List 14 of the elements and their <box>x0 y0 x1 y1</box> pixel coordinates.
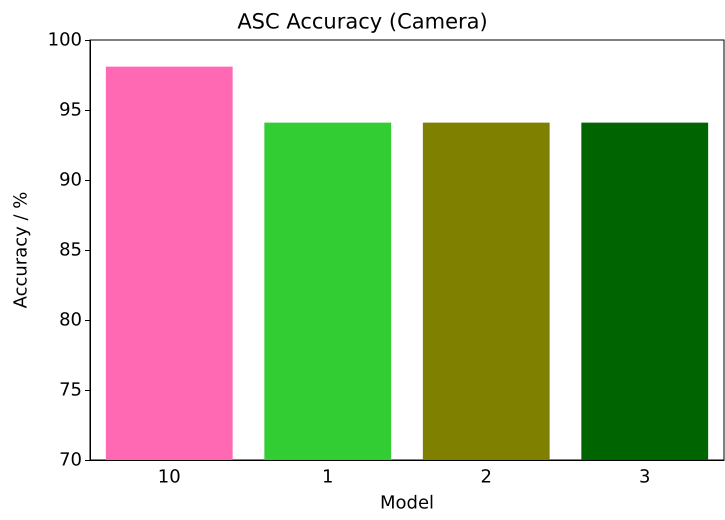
y-tick-label: 70 <box>59 450 82 470</box>
y-tick-label: 95 <box>59 100 82 120</box>
y-axis-title: Accuracy / % <box>10 192 32 308</box>
y-tick-label: 100 <box>48 30 82 50</box>
y-tick-label: 75 <box>59 380 82 400</box>
x-tick-label: 1 <box>322 466 334 488</box>
x-axis-title: Model <box>380 492 434 514</box>
x-tick-label: 10 <box>158 466 181 488</box>
y-tick-label: 80 <box>59 310 82 330</box>
x-tick-label: 3 <box>639 466 650 488</box>
y-tick-label: 85 <box>59 240 82 260</box>
x-tick-label: 2 <box>480 466 492 488</box>
y-tick-label: 90 <box>59 170 82 190</box>
chart-title: ASC Accuracy (Camera) <box>237 10 488 34</box>
